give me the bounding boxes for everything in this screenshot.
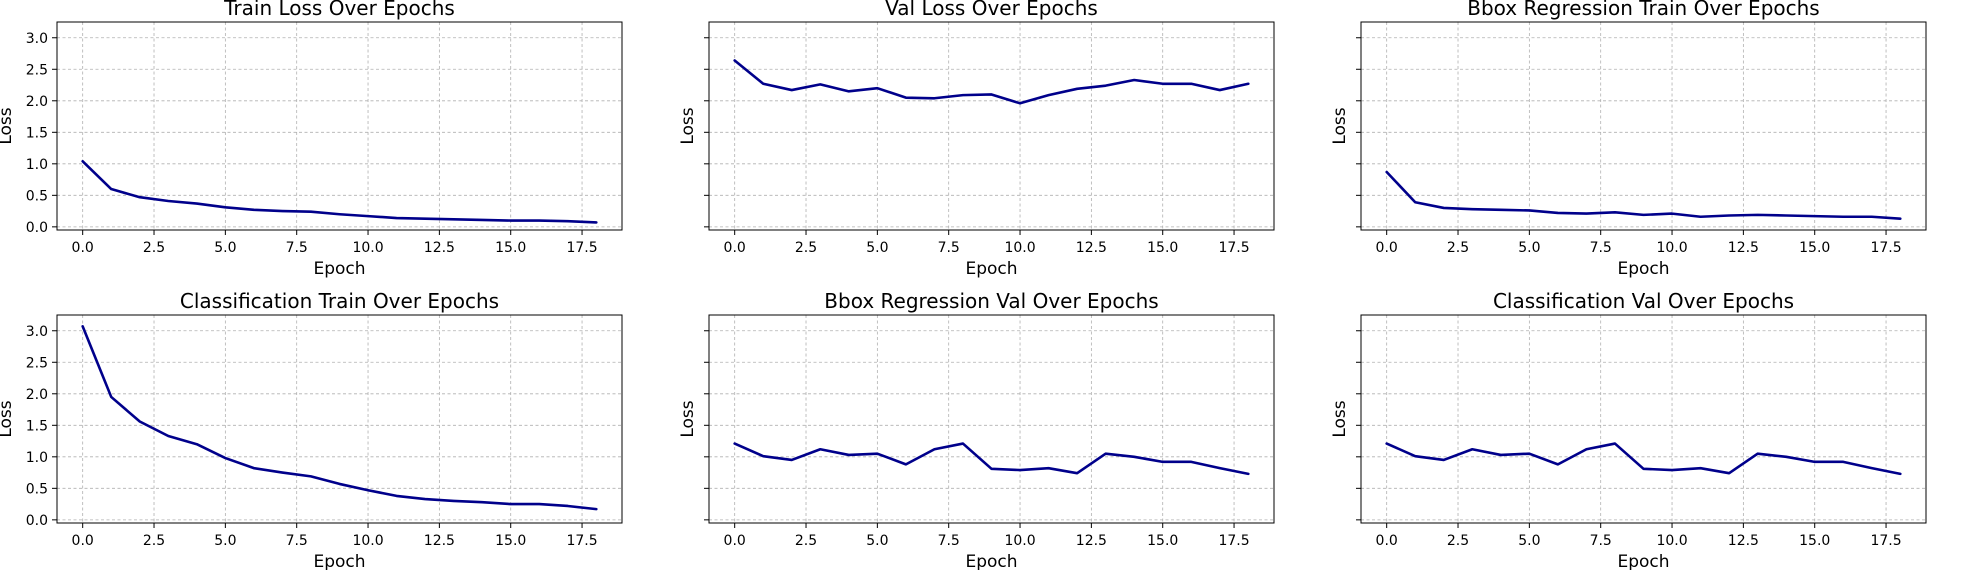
x-tick-label: 10.0 (1656, 533, 1687, 549)
y-tick-label: 0.5 (26, 481, 48, 497)
y-tick-label: 1.0 (26, 450, 48, 466)
chart-panel-6: 0.0 2.5 5.0 7.5 10.0 12.5 15.0 17.5 Classificati… (1330, 289, 1927, 570)
chart-panel-1: 0.0 0.5 1.0 1.5 2.0 2.5 3.0 0.0 2.5 5.0 7.5 10.0 12.… (0, 0, 623, 279)
y-tick-label: 0.5 (26, 188, 48, 204)
x-tick-label: 0.0 (72, 533, 94, 549)
series-line-1 (733, 59, 1250, 105)
x-tick-label: 15.0 (1799, 240, 1830, 256)
series-line-1 (733, 442, 1250, 476)
y-tick-label: 1.5 (26, 125, 48, 141)
x-tick-label: 7.5 (286, 533, 308, 549)
x-axis-label: Epoch (965, 552, 1017, 570)
x-axis-label: Epoch (965, 259, 1017, 279)
x-axis-label: Epoch (1617, 552, 1669, 570)
x-axis-label: Epoch (313, 552, 365, 570)
x-tick-label: 7.5 (1590, 533, 1612, 549)
x-tick-label: 10.0 (1004, 533, 1035, 549)
x-tick-label: 12.5 (424, 240, 455, 256)
y-axis-label: Loss (678, 107, 698, 144)
y-axis-label: Loss (1330, 400, 1350, 437)
x-tick-label: 2.5 (1447, 533, 1469, 549)
x-tick-label: 15.0 (1147, 533, 1178, 549)
plot-frame (708, 314, 1275, 524)
x-tick-label: 12.5 (1728, 240, 1759, 256)
x-tick-label: 7.5 (286, 240, 308, 256)
x-tick-label: 17.5 (1218, 240, 1249, 256)
x-tick-label: 0.0 (1376, 533, 1398, 549)
chart-title: Train Loss Over Epochs (223, 0, 455, 20)
y-tick-label: 1.5 (26, 418, 48, 434)
plot-frame (56, 21, 623, 231)
x-tick-label: 7.5 (938, 533, 960, 549)
x-tick-label: 17.5 (566, 533, 597, 549)
y-tick-label: 2.5 (26, 355, 48, 371)
plot-frame (56, 314, 623, 524)
series-line-1 (1385, 442, 1902, 476)
x-tick-label: 5.0 (214, 533, 236, 549)
x-tick-label: 2.5 (1447, 240, 1469, 256)
x-axis-label: Epoch (313, 259, 365, 279)
x-tick-label: 5.0 (866, 533, 888, 549)
x-tick-label: 0.0 (1376, 240, 1398, 256)
y-axis-label: Loss (1330, 107, 1350, 144)
x-tick-label: 10.0 (352, 240, 383, 256)
y-tick-label: 0.0 (26, 220, 48, 236)
chart-title: Val Loss Over Epochs (885, 0, 1098, 20)
x-tick-label: 15.0 (1147, 240, 1178, 256)
chart-panel-4: 0.0 0.5 1.0 1.5 2.0 2.5 3.0 0.0 2.5 5.0 7.5 10.0 12.… (0, 289, 623, 570)
y-axis-label: Loss (0, 107, 16, 144)
x-tick-label: 12.5 (1728, 533, 1759, 549)
chart-title: Bbox Regression Val Over Epochs (824, 289, 1158, 313)
y-tick-label: 1.0 (26, 157, 48, 173)
series-line-1 (81, 160, 598, 224)
series-line-1 (1385, 170, 1902, 220)
x-tick-label: 15.0 (495, 533, 526, 549)
x-tick-label: 2.5 (143, 533, 165, 549)
plot-frame (708, 21, 1275, 231)
x-tick-label: 17.5 (1870, 240, 1901, 256)
x-tick-label: 12.5 (1076, 533, 1107, 549)
x-tick-label: 5.0 (1518, 240, 1540, 256)
x-tick-label: 0.0 (724, 240, 746, 256)
y-tick-label: 3.0 (26, 31, 48, 47)
x-tick-label: 5.0 (214, 240, 236, 256)
chart-panel-2: 0.0 2.5 5.0 7.5 10.0 12.5 15.0 17.5 Val Loss Ove… (678, 0, 1275, 279)
x-tick-label: 10.0 (352, 533, 383, 549)
y-tick-label: 2.0 (26, 94, 48, 110)
plot-frame (1360, 21, 1927, 231)
x-tick-label: 2.5 (143, 240, 165, 256)
y-tick-label: 2.5 (26, 62, 48, 78)
x-tick-label: 17.5 (1870, 533, 1901, 549)
x-tick-label: 5.0 (866, 240, 888, 256)
x-tick-label: 10.0 (1656, 240, 1687, 256)
x-axis-label: Epoch (1617, 259, 1669, 279)
y-tick-label: 2.0 (26, 387, 48, 403)
x-tick-label: 2.5 (795, 240, 817, 256)
y-axis-label: Loss (0, 400, 16, 437)
y-axis-label: Loss (678, 400, 698, 437)
x-tick-label: 17.5 (566, 240, 597, 256)
plot-frame (1360, 314, 1927, 524)
x-tick-label: 7.5 (1590, 240, 1612, 256)
x-tick-label: 10.0 (1004, 240, 1035, 256)
x-tick-label: 7.5 (938, 240, 960, 256)
y-tick-label: 0.0 (26, 513, 48, 529)
x-tick-label: 5.0 (1518, 533, 1540, 549)
x-tick-label: 0.0 (72, 240, 94, 256)
x-tick-label: 12.5 (1076, 240, 1107, 256)
chart-title: Classification Val Over Epochs (1493, 289, 1794, 313)
chart-title: Bbox Regression Train Over Epochs (1467, 0, 1819, 20)
x-tick-label: 0.0 (724, 533, 746, 549)
x-tick-label: 15.0 (495, 240, 526, 256)
x-tick-label: 2.5 (795, 533, 817, 549)
chart-title: Classification Train Over Epochs (180, 289, 499, 313)
series-line-1 (81, 325, 598, 511)
x-tick-label: 15.0 (1799, 533, 1830, 549)
y-tick-label: 3.0 (26, 324, 48, 340)
chart-panel-3: 0.0 2.5 5.0 7.5 10.0 12.5 15.0 17.5 Bbox Regress… (1330, 0, 1927, 279)
x-tick-label: 12.5 (424, 533, 455, 549)
chart-panel-5: 0.0 2.5 5.0 7.5 10.0 12.5 15.0 17.5 Bbox Regress… (678, 289, 1275, 570)
x-tick-label: 17.5 (1218, 533, 1249, 549)
